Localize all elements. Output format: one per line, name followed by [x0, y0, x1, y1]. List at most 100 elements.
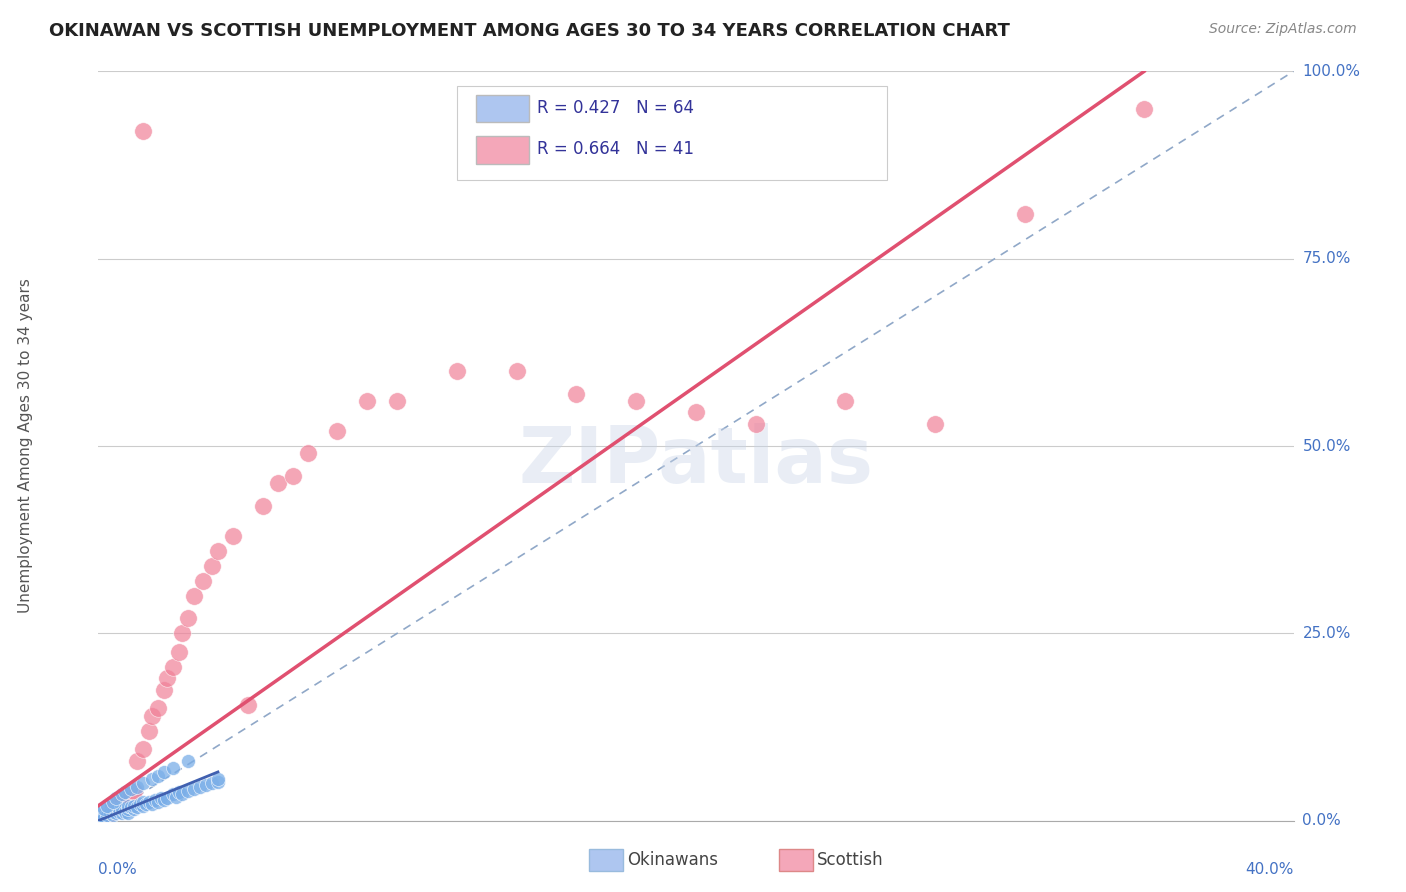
Text: 100.0%: 100.0%	[1302, 64, 1361, 78]
Point	[96, 807, 118, 822]
Point	[138, 795, 160, 809]
Text: 75.0%: 75.0%	[1302, 252, 1351, 266]
Point	[177, 754, 200, 768]
Point	[195, 778, 218, 792]
Point	[297, 446, 319, 460]
Point	[129, 797, 152, 812]
FancyBboxPatch shape	[457, 87, 887, 180]
Point	[120, 800, 142, 814]
Point	[124, 798, 146, 813]
Point	[105, 806, 128, 821]
Text: 25.0%: 25.0%	[1302, 626, 1351, 640]
Point	[385, 394, 409, 409]
Point	[87, 814, 110, 828]
Point	[177, 783, 200, 797]
Point	[103, 802, 125, 816]
Point	[191, 574, 214, 588]
Point	[267, 476, 290, 491]
Text: Scottish: Scottish	[817, 851, 883, 869]
Point	[183, 589, 205, 603]
Point	[111, 802, 134, 816]
Point	[132, 124, 155, 138]
Text: 50.0%: 50.0%	[1302, 439, 1351, 453]
Text: 0.0%: 0.0%	[1302, 814, 1341, 828]
Point	[117, 791, 139, 805]
Point	[87, 814, 110, 828]
Point	[103, 807, 125, 822]
Point	[446, 364, 468, 378]
Point	[111, 788, 134, 802]
Point	[103, 805, 125, 819]
Point	[87, 814, 110, 828]
Point	[120, 782, 142, 797]
Point	[172, 626, 194, 640]
Point	[132, 776, 155, 790]
Point	[117, 798, 139, 813]
Point	[111, 791, 134, 805]
Text: 0.0%: 0.0%	[98, 862, 138, 877]
Point	[188, 780, 211, 794]
Point	[153, 682, 176, 697]
Text: Source: ZipAtlas.com: Source: ZipAtlas.com	[1209, 22, 1357, 37]
Point	[506, 364, 529, 378]
Point	[87, 806, 110, 821]
Point	[96, 798, 118, 813]
Point	[162, 761, 184, 775]
FancyBboxPatch shape	[477, 95, 529, 122]
Point	[87, 814, 110, 828]
Point	[183, 782, 205, 797]
Point	[108, 805, 131, 819]
Point	[201, 558, 224, 573]
Point	[87, 814, 110, 828]
Point	[132, 795, 155, 809]
Point	[127, 780, 149, 794]
Point	[141, 797, 163, 812]
Text: Okinawans: Okinawans	[627, 851, 718, 869]
Point	[685, 405, 707, 419]
Point	[207, 544, 229, 558]
Text: R = 0.664   N = 41: R = 0.664 N = 41	[537, 140, 695, 158]
Point	[745, 417, 768, 431]
Point	[1133, 102, 1156, 116]
Point	[167, 785, 190, 799]
Point	[87, 814, 110, 828]
Point	[153, 764, 176, 779]
Point	[148, 701, 170, 715]
Point	[156, 671, 179, 685]
Point	[252, 499, 274, 513]
Point	[177, 611, 200, 625]
Point	[98, 806, 122, 821]
Point	[153, 792, 176, 806]
Point	[124, 802, 146, 816]
Point	[201, 776, 224, 790]
Point	[162, 660, 184, 674]
Point	[111, 806, 134, 821]
Point	[141, 772, 163, 787]
Point	[138, 723, 160, 738]
Point	[108, 802, 131, 816]
FancyBboxPatch shape	[477, 136, 529, 163]
Point	[207, 772, 229, 787]
Point	[127, 800, 149, 814]
Point	[87, 810, 110, 824]
Point	[103, 795, 125, 809]
Point	[105, 791, 128, 805]
Point	[326, 424, 349, 438]
Point	[156, 791, 179, 805]
Point	[565, 386, 588, 401]
Point	[626, 394, 648, 409]
Point	[93, 810, 115, 824]
Point	[150, 791, 173, 805]
Point	[924, 417, 946, 431]
Point	[132, 798, 155, 813]
Point	[117, 806, 139, 821]
Point	[87, 814, 110, 828]
Text: R = 0.427   N = 64: R = 0.427 N = 64	[537, 99, 695, 117]
Point	[165, 789, 187, 804]
Point	[103, 798, 125, 813]
Point	[98, 806, 122, 821]
Point	[148, 769, 170, 783]
Point	[167, 645, 190, 659]
Point	[172, 788, 194, 802]
Point	[834, 394, 856, 409]
